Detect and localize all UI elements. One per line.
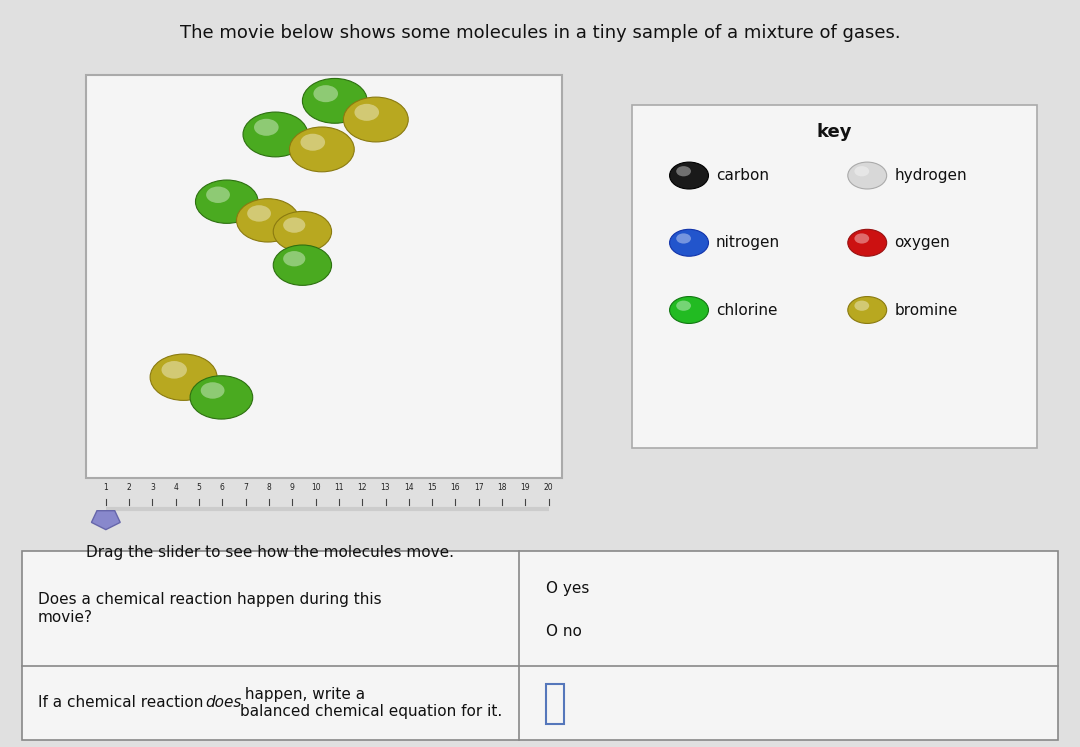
Text: happen, write a
balanced chemical equation for it.: happen, write a balanced chemical equati… xyxy=(240,686,502,719)
Circle shape xyxy=(195,180,258,223)
Text: 7: 7 xyxy=(243,483,248,492)
Text: 14: 14 xyxy=(404,483,414,492)
Text: O no: O no xyxy=(546,624,582,639)
Circle shape xyxy=(283,217,306,233)
Text: 6: 6 xyxy=(220,483,225,492)
Circle shape xyxy=(848,162,887,189)
Circle shape xyxy=(150,354,217,400)
Text: 1: 1 xyxy=(104,483,108,492)
Circle shape xyxy=(283,251,306,267)
Text: O yes: O yes xyxy=(546,581,590,596)
Circle shape xyxy=(854,233,869,244)
Circle shape xyxy=(273,245,332,285)
Text: 17: 17 xyxy=(474,483,484,492)
Circle shape xyxy=(313,85,338,102)
Text: 18: 18 xyxy=(497,483,507,492)
Text: 19: 19 xyxy=(521,483,530,492)
Text: 13: 13 xyxy=(380,483,390,492)
Circle shape xyxy=(670,229,708,256)
Circle shape xyxy=(670,297,708,323)
Circle shape xyxy=(273,211,332,252)
Circle shape xyxy=(237,199,299,242)
Text: carbon: carbon xyxy=(716,168,769,183)
Circle shape xyxy=(676,166,691,176)
FancyBboxPatch shape xyxy=(86,75,562,478)
Circle shape xyxy=(254,119,279,136)
Circle shape xyxy=(247,205,271,222)
Text: does: does xyxy=(205,695,242,710)
Text: 20: 20 xyxy=(544,483,553,492)
Text: 10: 10 xyxy=(311,483,321,492)
Circle shape xyxy=(848,229,887,256)
Text: chlorine: chlorine xyxy=(716,303,778,317)
Circle shape xyxy=(162,361,187,379)
Text: 3: 3 xyxy=(150,483,154,492)
Circle shape xyxy=(190,376,253,419)
Text: 15: 15 xyxy=(428,483,437,492)
Circle shape xyxy=(300,134,325,151)
Text: 4: 4 xyxy=(173,483,178,492)
Text: Does a chemical reaction happen during this
movie?: Does a chemical reaction happen during t… xyxy=(38,592,381,624)
Text: 2: 2 xyxy=(126,483,132,492)
FancyBboxPatch shape xyxy=(632,105,1037,448)
Text: The movie below shows some molecules in a tiny sample of a mixture of gases.: The movie below shows some molecules in … xyxy=(179,24,901,42)
Circle shape xyxy=(848,297,887,323)
Circle shape xyxy=(206,187,230,203)
FancyBboxPatch shape xyxy=(546,684,564,724)
Text: hydrogen: hydrogen xyxy=(894,168,967,183)
Circle shape xyxy=(201,382,225,399)
Circle shape xyxy=(243,112,308,157)
Circle shape xyxy=(354,104,379,121)
FancyBboxPatch shape xyxy=(22,551,1058,740)
Circle shape xyxy=(854,300,869,311)
Circle shape xyxy=(289,127,354,172)
Circle shape xyxy=(676,233,691,244)
Text: 8: 8 xyxy=(267,483,271,492)
Text: oxygen: oxygen xyxy=(894,235,950,250)
Text: 16: 16 xyxy=(450,483,460,492)
Text: 11: 11 xyxy=(334,483,343,492)
Text: nitrogen: nitrogen xyxy=(716,235,780,250)
Text: 5: 5 xyxy=(197,483,202,492)
Text: 9: 9 xyxy=(289,483,295,492)
Text: key: key xyxy=(816,123,852,141)
Text: bromine: bromine xyxy=(894,303,958,317)
Text: Drag the slider to see how the molecules move.: Drag the slider to see how the molecules… xyxy=(86,545,455,560)
Text: 12: 12 xyxy=(357,483,367,492)
Circle shape xyxy=(302,78,367,123)
Text: If a chemical reaction: If a chemical reaction xyxy=(38,695,208,710)
Circle shape xyxy=(670,162,708,189)
Circle shape xyxy=(343,97,408,142)
Circle shape xyxy=(854,166,869,176)
Circle shape xyxy=(676,300,691,311)
